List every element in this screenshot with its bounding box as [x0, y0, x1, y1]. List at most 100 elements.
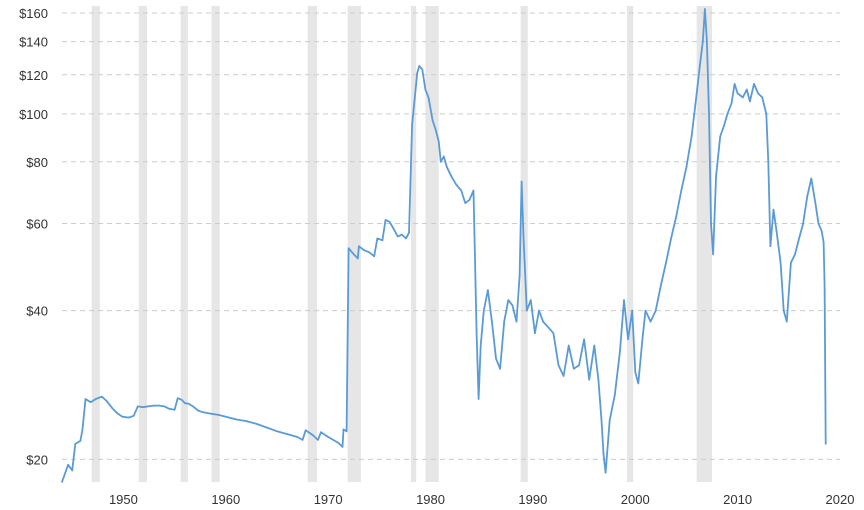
data-point [363, 249, 365, 251]
data-point [440, 161, 442, 163]
x-tick-label: 2020 [826, 492, 855, 507]
data-point [520, 180, 523, 183]
data-point [304, 429, 307, 432]
data-point [392, 228, 395, 230]
data-point [715, 174, 717, 177]
data-point [654, 309, 657, 312]
data-point [245, 420, 248, 422]
data-point [704, 8, 706, 10]
x-tick-label: 2010 [723, 492, 752, 507]
data-point [822, 241, 825, 243]
data-point [61, 481, 63, 483]
data-point [421, 68, 424, 71]
data-point [168, 408, 171, 410]
data-point [627, 338, 629, 341]
data-point [301, 439, 304, 441]
data-point [726, 113, 729, 115]
data-point [786, 320, 788, 323]
data-point [736, 92, 739, 95]
data-point [730, 102, 733, 105]
data-point [619, 351, 621, 353]
data-point [526, 309, 528, 312]
data-point [71, 469, 73, 472]
data-point [542, 320, 544, 323]
data-point [235, 418, 237, 421]
y-tick-label: $100 [19, 107, 48, 122]
data-point [723, 124, 726, 126]
data-point [765, 113, 768, 115]
data-point [538, 309, 540, 312]
data-point [414, 92, 417, 95]
data-point [296, 436, 299, 438]
data-point [132, 415, 135, 417]
data-point [424, 88, 427, 91]
data-point [188, 403, 190, 405]
data-point [547, 326, 550, 329]
data-point [623, 299, 625, 301]
data-point [518, 275, 521, 277]
data-point [644, 309, 647, 312]
data-point [67, 464, 69, 466]
data-point [767, 161, 770, 163]
data-point [479, 344, 482, 347]
data-point [753, 83, 755, 85]
data-point [772, 208, 775, 211]
data-point [583, 338, 585, 341]
data-point [431, 119, 434, 122]
shaded-period-1 [138, 6, 147, 482]
data-point [81, 428, 84, 431]
data-point [384, 219, 387, 221]
data-point [742, 96, 744, 99]
data-point [353, 253, 355, 256]
x-tick-label: 2000 [621, 492, 650, 507]
data-point [534, 332, 536, 335]
data-point [708, 113, 710, 115]
data-point [552, 332, 555, 335]
data-point [475, 332, 478, 335]
y-gridlines [62, 12, 840, 460]
data-point [670, 237, 672, 240]
data-point [695, 92, 698, 95]
data-point [416, 72, 419, 74]
data-point [468, 199, 471, 201]
data-point [802, 222, 804, 225]
data-point [376, 237, 379, 240]
data-point [401, 233, 403, 236]
data-point [197, 409, 199, 412]
shaded-period-5 [347, 6, 361, 482]
data-point [460, 189, 463, 192]
shaded-period-4 [307, 6, 317, 482]
data-point [746, 88, 748, 91]
data-point [106, 400, 108, 403]
data-point [121, 415, 124, 418]
data-point [604, 471, 607, 474]
data-point [706, 40, 708, 43]
data-point [733, 83, 736, 85]
y-tick-label: $40 [26, 304, 48, 319]
x-tick-label: 1970 [314, 492, 343, 507]
data-point [342, 428, 345, 431]
data-point [499, 368, 501, 370]
data-point [649, 320, 652, 323]
data-point [358, 245, 360, 247]
data-point [702, 40, 704, 43]
data-point [212, 413, 215, 415]
data-point [749, 100, 751, 103]
data-point [217, 414, 220, 416]
data-point [443, 155, 445, 158]
data-point [665, 261, 667, 264]
data-point [699, 65, 701, 67]
data-point [357, 257, 359, 260]
data-point [515, 320, 518, 323]
x-tick-label: 1980 [416, 492, 445, 507]
data-point [89, 401, 92, 404]
data-point [573, 368, 575, 370]
data-point [265, 426, 268, 429]
shaded-period-0 [91, 6, 100, 482]
data-point [411, 124, 413, 126]
data-point [418, 65, 421, 67]
data-point [317, 439, 319, 441]
data-point [631, 309, 633, 312]
data-point [437, 140, 440, 143]
